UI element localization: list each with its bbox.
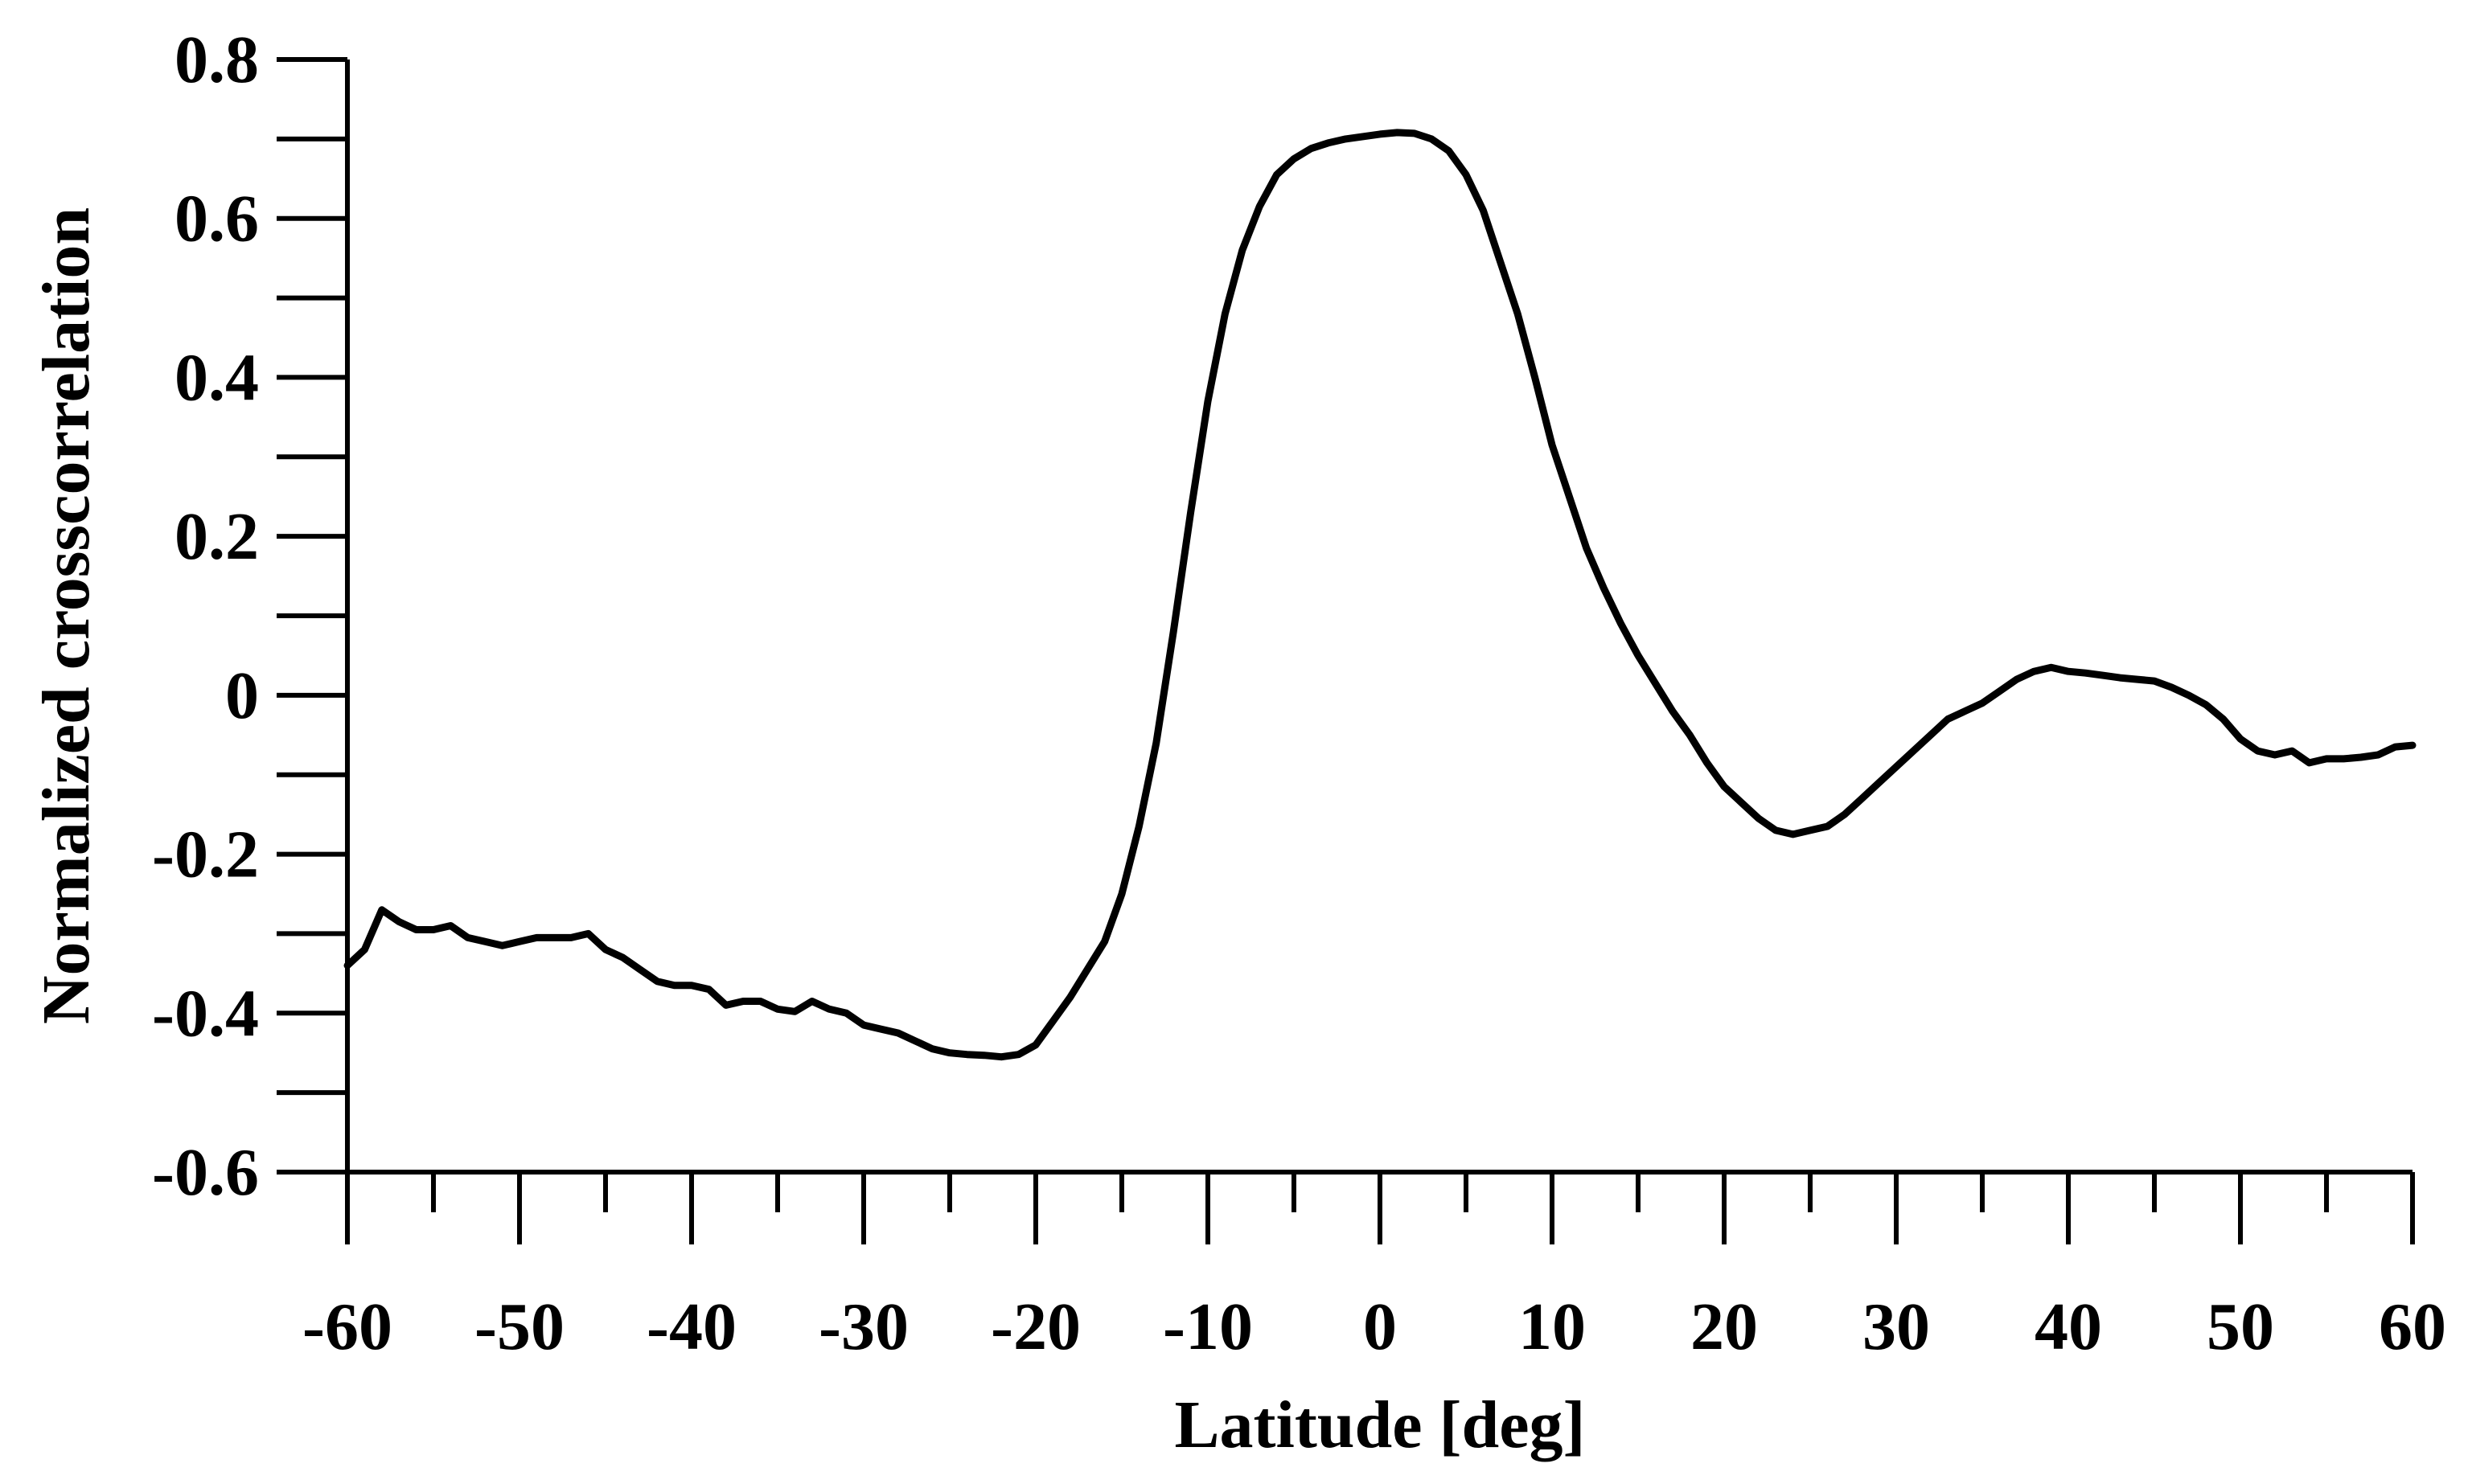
y-tick-label: -0.6 [152, 1135, 259, 1210]
series [343, 129, 2417, 1061]
x-tick-label: 40 [2035, 1289, 2102, 1364]
y-tick-label: 0.2 [175, 499, 259, 574]
x-tick-label: 10 [1518, 1289, 1586, 1364]
x-tick-label: -10 [1163, 1289, 1253, 1364]
x-tick-label: 50 [2207, 1289, 2274, 1364]
x-tick-label: 30 [1862, 1289, 1930, 1364]
x-axis-title: Latitude [deg] [1175, 1388, 1586, 1462]
y-tick-label: 0.4 [175, 340, 259, 415]
y-tick-label: -0.2 [152, 818, 259, 892]
y-tick-label: 0.6 [175, 182, 259, 256]
y-tick-label: 0 [225, 658, 259, 733]
series-line [343, 129, 2417, 1061]
x-tick-label: 0 [1363, 1289, 1397, 1364]
x-tick-label: -50 [474, 1289, 565, 1364]
x-ticks: -60 -50 -40 -30 -20 -10 0 10 20 30 40 50 60 [302, 1172, 2446, 1364]
y-ticks: -0.6 -0.4 -0.2 0 0.2 0.4 0.6 0.8 [152, 23, 347, 1210]
x-tick-label: -20 [991, 1289, 1081, 1364]
x-tick-label: 60 [2379, 1289, 2446, 1364]
y-axis-title: Normalized crosscorrelation [29, 207, 104, 1024]
y-tick-label: -0.4 [152, 976, 259, 1051]
x-tick-label: 20 [1690, 1289, 1758, 1364]
y-tick-label: 0.8 [175, 23, 259, 97]
x-tick-label: -60 [302, 1289, 392, 1364]
axes [345, 59, 2413, 1174]
x-tick-label: -40 [647, 1289, 737, 1364]
x-tick-label: -30 [819, 1289, 909, 1364]
